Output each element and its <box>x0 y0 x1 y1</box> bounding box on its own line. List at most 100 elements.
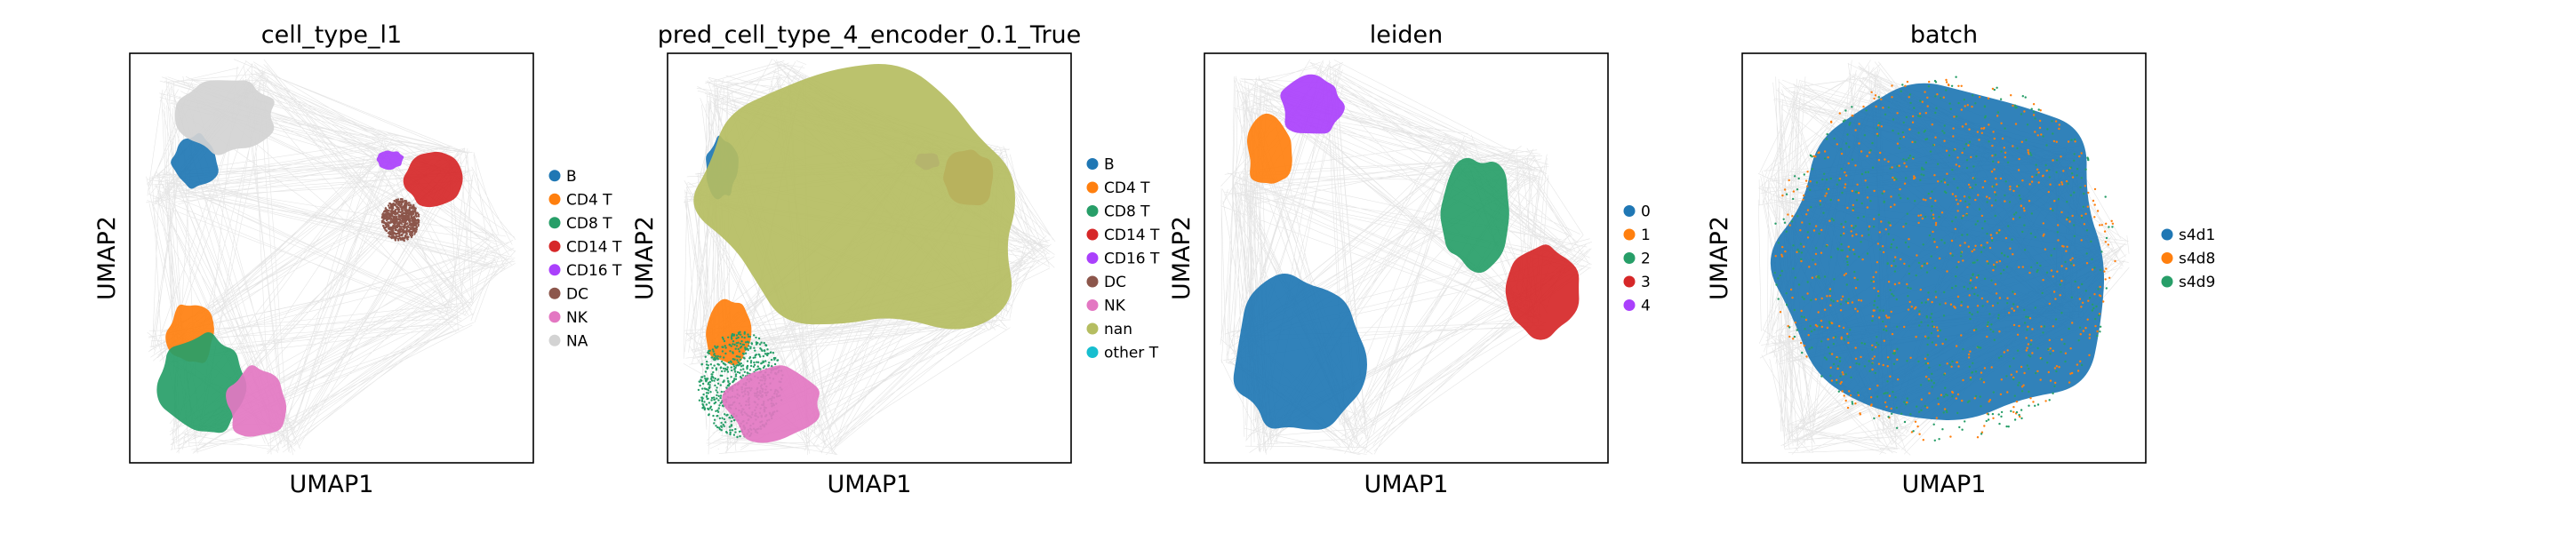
point <box>2081 282 2084 286</box>
point <box>1926 343 1929 346</box>
point <box>1991 87 1995 91</box>
point <box>412 225 415 227</box>
point <box>1974 102 1977 105</box>
point <box>1971 105 1973 108</box>
point <box>708 350 710 353</box>
point <box>391 208 394 211</box>
point <box>2057 224 2060 227</box>
point <box>396 200 399 203</box>
point <box>1938 257 1941 260</box>
point <box>1967 356 1971 359</box>
point <box>2052 325 2054 328</box>
point <box>1902 136 1905 139</box>
point <box>2036 134 2039 137</box>
point <box>2059 283 2061 286</box>
point <box>2078 326 2082 329</box>
point <box>712 414 715 418</box>
point <box>403 211 405 214</box>
point <box>1788 326 1791 329</box>
point <box>1896 325 1899 329</box>
legend-label: CD4 T <box>1104 179 1150 197</box>
point <box>1777 242 1780 244</box>
point <box>1903 182 1907 185</box>
point <box>1930 210 1933 212</box>
point <box>1938 216 1940 219</box>
point <box>2052 275 2054 278</box>
point <box>387 216 390 219</box>
point <box>1853 270 1856 274</box>
point <box>1983 367 1987 370</box>
point <box>2012 213 2016 216</box>
point <box>1971 187 1973 189</box>
point <box>394 219 396 222</box>
point <box>398 227 401 230</box>
point <box>1997 356 2001 359</box>
point <box>1969 350 1972 353</box>
point <box>2008 365 2012 368</box>
point <box>1907 308 1910 311</box>
point <box>1934 136 1937 139</box>
point <box>767 363 770 367</box>
point <box>748 369 752 371</box>
point <box>1980 127 1983 130</box>
point <box>1936 163 1940 165</box>
legend-marker <box>2161 252 2173 264</box>
point <box>1854 307 1857 310</box>
point <box>2087 299 2090 302</box>
point <box>720 401 723 404</box>
point <box>1858 123 1860 125</box>
legend-marker <box>1086 346 1099 358</box>
point <box>409 227 412 229</box>
point <box>2070 296 2073 298</box>
point <box>1952 127 1955 130</box>
point <box>722 367 725 370</box>
point <box>2046 362 2049 364</box>
point <box>406 217 409 219</box>
point <box>2097 288 2100 290</box>
point <box>2048 338 2051 342</box>
point <box>717 394 720 398</box>
point <box>402 238 404 242</box>
point <box>2036 370 2039 373</box>
point <box>2000 378 2003 381</box>
point <box>748 345 750 347</box>
point <box>2020 417 2023 420</box>
point <box>1887 221 1890 224</box>
point <box>1874 94 1877 97</box>
point <box>2028 152 2032 155</box>
point <box>707 392 709 394</box>
point <box>705 392 708 394</box>
point <box>384 211 387 213</box>
point <box>1955 216 1957 219</box>
legend-marker <box>1623 275 1636 288</box>
point <box>1796 248 1799 251</box>
point <box>2099 330 2101 333</box>
point <box>1916 254 1918 257</box>
point <box>1876 134 1879 137</box>
point <box>739 376 742 378</box>
point <box>1847 245 1850 248</box>
point <box>2077 339 2080 342</box>
point <box>1868 151 1871 154</box>
point <box>1843 338 1846 341</box>
point <box>1909 356 1912 359</box>
point <box>2096 210 2100 212</box>
point <box>1961 399 1964 402</box>
point <box>729 429 732 432</box>
point <box>1829 177 1832 180</box>
point <box>1980 378 1983 381</box>
point <box>2064 360 2067 363</box>
point <box>1906 212 1908 215</box>
point <box>735 334 739 337</box>
point <box>1799 229 1802 232</box>
point <box>739 342 742 346</box>
point <box>1940 394 1943 396</box>
point <box>2031 328 2034 330</box>
point <box>1900 90 1902 92</box>
point <box>737 331 740 334</box>
point <box>1876 127 1879 130</box>
point <box>1834 336 1837 338</box>
point <box>2029 397 2032 400</box>
point <box>756 361 760 363</box>
point <box>1937 397 1940 400</box>
